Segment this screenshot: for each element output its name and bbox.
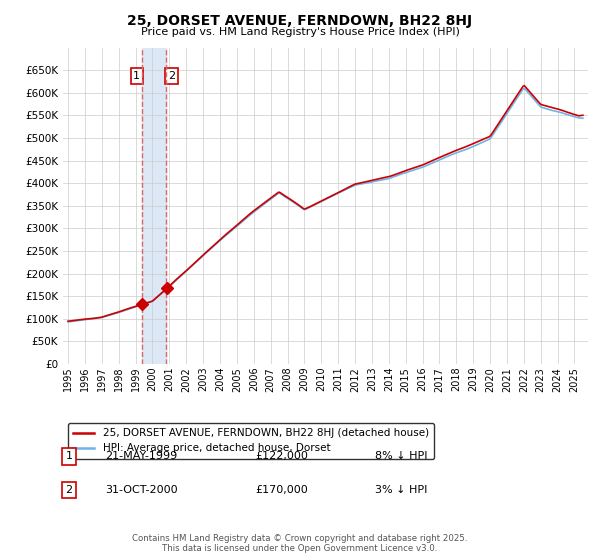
Text: 25, DORSET AVENUE, FERNDOWN, BH22 8HJ: 25, DORSET AVENUE, FERNDOWN, BH22 8HJ [127, 14, 473, 28]
Text: £122,000: £122,000 [255, 451, 308, 461]
Text: 8% ↓ HPI: 8% ↓ HPI [375, 451, 427, 461]
Text: Contains HM Land Registry data © Crown copyright and database right 2025.
This d: Contains HM Land Registry data © Crown c… [132, 534, 468, 553]
Text: 21-MAY-1999: 21-MAY-1999 [105, 451, 177, 461]
Text: 1: 1 [133, 71, 140, 81]
Text: 31-OCT-2000: 31-OCT-2000 [105, 485, 178, 495]
Bar [142, 48, 166, 364]
Text: £170,000: £170,000 [255, 485, 308, 495]
Text: Price paid vs. HM Land Registry's House Price Index (HPI): Price paid vs. HM Land Registry's House … [140, 27, 460, 37]
Text: 2: 2 [168, 71, 175, 81]
Text: 3% ↓ HPI: 3% ↓ HPI [375, 485, 427, 495]
Text: 1: 1 [65, 451, 73, 461]
Text: 2: 2 [65, 485, 73, 495]
Legend: 25, DORSET AVENUE, FERNDOWN, BH22 8HJ (detached house), HPI: Average price, deta: 25, DORSET AVENUE, FERNDOWN, BH22 8HJ (d… [68, 423, 434, 459]
